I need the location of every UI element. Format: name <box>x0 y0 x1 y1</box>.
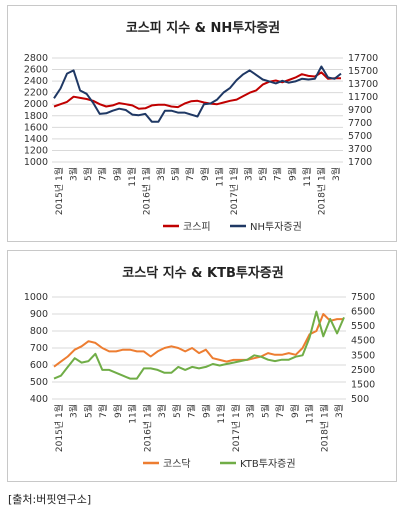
x-tick-label: 11월 <box>301 167 313 187</box>
x-tick-label: 2016년 1월 <box>141 404 153 452</box>
y-right-tick-label: 3700 <box>348 144 372 155</box>
y-right-tick-label: 1500 <box>351 379 375 390</box>
x-tick-label: 5월 <box>171 404 183 418</box>
y-left-tick-label: 500 <box>30 377 48 388</box>
y-right-tick-label: 4500 <box>351 336 375 347</box>
y-left-tick-label: 600 <box>30 360 48 371</box>
source-note: [출처:버핏연구소] <box>8 493 92 506</box>
x-tick-label: 5월 <box>82 167 94 181</box>
legend-label: NH투자증권 <box>250 221 302 233</box>
x-tick-label: 7월 <box>272 167 284 181</box>
x-tick-label: 11월 <box>127 404 139 424</box>
x-tick-label: 11월 <box>126 167 138 187</box>
x-tick-label: 11월 <box>304 404 316 424</box>
x-tick-label: 3월 <box>68 167 80 181</box>
x-tick-label: 5월 <box>257 167 269 181</box>
y-left-tick-label: 2000 <box>24 99 48 110</box>
kosdaq-ktb-chart-svg: 코스닥 지수 & KTB투자증권 400 500 600 700 800 900 1000 50… <box>24 265 375 470</box>
y-right-tick-label: 11700 <box>348 92 378 103</box>
series-line-stock <box>53 65 342 123</box>
y-left-tick-label: 1000 <box>24 157 48 168</box>
x-tick-label: 2017년 1월 <box>230 404 242 452</box>
y-left-tick-label: 800 <box>30 326 48 337</box>
y-left-tick-label: 1000 <box>24 292 48 303</box>
x-tick-label: 9월 <box>199 167 211 181</box>
y-left-tick-label: 1800 <box>24 111 48 122</box>
x-tick-label: 3월 <box>155 167 167 181</box>
chart-title: 코스닥 지수 & KTB투자증권 <box>122 265 283 281</box>
x-tick-label: 9월 <box>112 404 124 418</box>
y-right-tick-label: 3500 <box>351 350 375 361</box>
y-left-tick-label: 1200 <box>24 145 48 156</box>
y-right-tick-label: 5700 <box>348 131 372 142</box>
x-tick-label: 7월 <box>97 404 109 418</box>
x-tick-label: 2017년 1월 <box>228 167 240 215</box>
series-line-index <box>53 71 341 110</box>
legend-label: 코스닥 <box>163 458 191 470</box>
x-tick-label: 5월 <box>82 404 94 418</box>
y-right-tick-label: 5500 <box>351 321 375 332</box>
x-tick-label: 2015년 1월 <box>53 404 65 452</box>
y-right-tick-label: 500 <box>351 394 369 405</box>
x-tick-label: 2018년 1월 <box>318 404 330 452</box>
legend-label: 코스피 <box>183 221 211 233</box>
series-line-stock <box>53 310 345 380</box>
x-tick-label: 2016년 1월 <box>140 167 152 215</box>
kospi-nh-chart-svg: 코스피 지수 & NH투자증권1000120014001600180020002… <box>24 21 378 233</box>
kosdaq-ktb-chart: 코스닥 지수 & KTB투자증권 400 500 600 700 800 900 1000 50… <box>7 250 397 482</box>
series-line-index <box>53 313 344 368</box>
y-left-tick-label: 2600 <box>24 65 48 76</box>
y-left-tick-label: 2800 <box>24 53 48 64</box>
legend-label: KTB투자증권 <box>240 458 296 470</box>
x-tick-label: 5월 <box>170 167 182 181</box>
chart-title: 코스피 지수 & NH투자증권 <box>126 21 280 36</box>
x-tick-label: 2015년 1월 <box>53 167 65 215</box>
kospi-nh-chart: 코스피 지수 & NH투자증권 1000 1200 1400 1600 1800 2000 2… <box>7 5 397 242</box>
x-tick-label: 7월 <box>97 167 109 181</box>
x-tick-label: 9월 <box>111 167 123 181</box>
x-tick-label: 2018년 1월 <box>315 167 327 215</box>
x-tick-label: 3월 <box>156 404 168 418</box>
y-right-tick-label: 15700 <box>348 66 378 77</box>
x-tick-label: 11월 <box>215 404 227 424</box>
x-tick-label: 11월 <box>213 167 225 187</box>
y-right-tick-label: 13700 <box>348 79 378 90</box>
y-left-tick-label: 900 <box>30 309 48 320</box>
x-tick-label: 3월 <box>333 404 345 418</box>
y-right-tick-label: 17700 <box>348 53 378 64</box>
x-tick-label: 7월 <box>184 167 196 181</box>
x-tick-label: 3월 <box>330 167 342 181</box>
x-tick-label: 5월 <box>259 404 271 418</box>
x-tick-label: 3월 <box>243 167 255 181</box>
y-left-tick-label: 400 <box>30 394 48 405</box>
y-right-tick-label: 2500 <box>351 365 375 376</box>
y-left-tick-label: 1600 <box>24 122 48 133</box>
y-right-tick-label: 7500 <box>351 292 375 303</box>
y-right-tick-label: 1700 <box>348 157 372 168</box>
x-tick-label: 9월 <box>200 404 212 418</box>
y-right-tick-label: 9700 <box>348 105 372 116</box>
x-tick-label: 3월 <box>68 404 80 418</box>
x-tick-label: 7월 <box>274 404 286 418</box>
x-tick-label: 7월 <box>186 404 198 418</box>
y-left-tick-label: 700 <box>30 343 48 354</box>
x-tick-label: 9월 <box>289 404 301 418</box>
y-right-tick-label: 7700 <box>348 118 372 129</box>
y-left-tick-label: 1400 <box>24 134 48 145</box>
y-right-tick-label: 6500 <box>351 307 375 318</box>
x-tick-label: 3월 <box>245 404 257 418</box>
y-left-tick-label: 2400 <box>24 76 48 87</box>
x-tick-label: 9월 <box>286 167 298 181</box>
y-left-tick-label: 2200 <box>24 88 48 99</box>
